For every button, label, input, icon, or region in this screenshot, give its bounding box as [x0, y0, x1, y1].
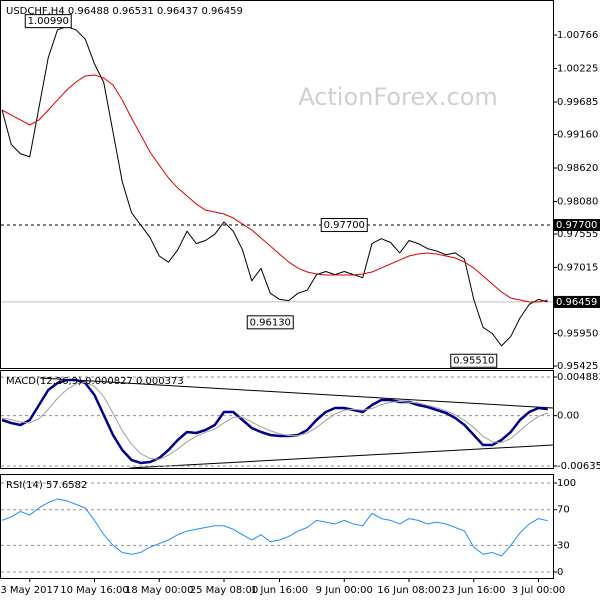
annotation-label: 1.00990 [28, 16, 69, 27]
price-box [553, 295, 600, 308]
y-tick-label: 0.99160 [557, 130, 598, 141]
axis-label: 0.97700 [556, 220, 597, 231]
price-pane [0, 0, 554, 369]
pane-title: USDCHF,H4 0.96488 0.96531 0.96437 0.9645… [6, 6, 243, 17]
trendline [129, 444, 554, 469]
y-tick-label: 100 [557, 478, 576, 489]
x-tick-label: 18 May 00:00 [125, 585, 194, 596]
y-tick-label: 0.97555 [557, 229, 598, 240]
annotation-label: 0.97700 [324, 220, 365, 231]
annotation-box [450, 353, 498, 368]
annotation-label: 0.95510 [453, 356, 494, 367]
x-tick-label: 16 Jun 08:00 [377, 585, 441, 596]
annotation-label: 0.96130 [250, 317, 291, 328]
watermark: ActionForex.com [298, 83, 498, 111]
series-line [1, 381, 548, 460]
pane-title: RSI(14) 57.6582 [6, 480, 87, 491]
price-label: 0.96459 [556, 297, 597, 308]
y-tick-label: 70 [557, 505, 570, 516]
trendline [39, 377, 554, 409]
x-tick-label: 10 May 16:00 [60, 585, 129, 596]
pane-title: MACD(12,26,9) 0.000827 0.000373 [6, 376, 184, 387]
annotation-box [246, 315, 294, 330]
rsi-pane [0, 474, 554, 579]
annotation-box [24, 14, 72, 29]
y-tick-label: 0.97015 [557, 262, 598, 273]
series-line [1, 26, 548, 347]
panes [0, 0, 554, 579]
series-line [1, 498, 548, 557]
y-tick-label: 1.00766 [557, 30, 598, 41]
y-tick-label: 1.00225 [557, 64, 598, 75]
x-tick-label: 1 Jun 16:00 [251, 585, 308, 596]
x-tick-label: 23 Jun 16:00 [442, 585, 506, 596]
macd-pane [0, 370, 554, 469]
x-tick-label: 9 Jun 00:00 [316, 585, 373, 596]
y-tick-label: 0.98620 [557, 163, 598, 174]
y-tick-label: 0.98080 [557, 196, 598, 207]
annotation-box [320, 218, 368, 233]
axis-label-box [553, 219, 600, 232]
series-line [1, 378, 548, 465]
x-tick-label: 3 Jul 00:00 [512, 585, 566, 596]
y-tick-label: 0.95425 [557, 361, 598, 372]
y-tick-label: 0.99685 [557, 97, 598, 108]
y-tick-label: -0.006354 [557, 461, 600, 472]
y-tick-label: 0.004883 [557, 372, 600, 383]
x-tick-label: 25 May 08:00 [190, 585, 259, 596]
y-tick-label: 30 [557, 540, 570, 551]
y-tick-label: 0 [557, 567, 563, 578]
series-line [1, 74, 548, 303]
y-tick-label: 0.00 [557, 411, 579, 422]
x-tick-label: 3 May 2017 [0, 585, 59, 596]
y-tick-label: 0.95950 [557, 328, 598, 339]
